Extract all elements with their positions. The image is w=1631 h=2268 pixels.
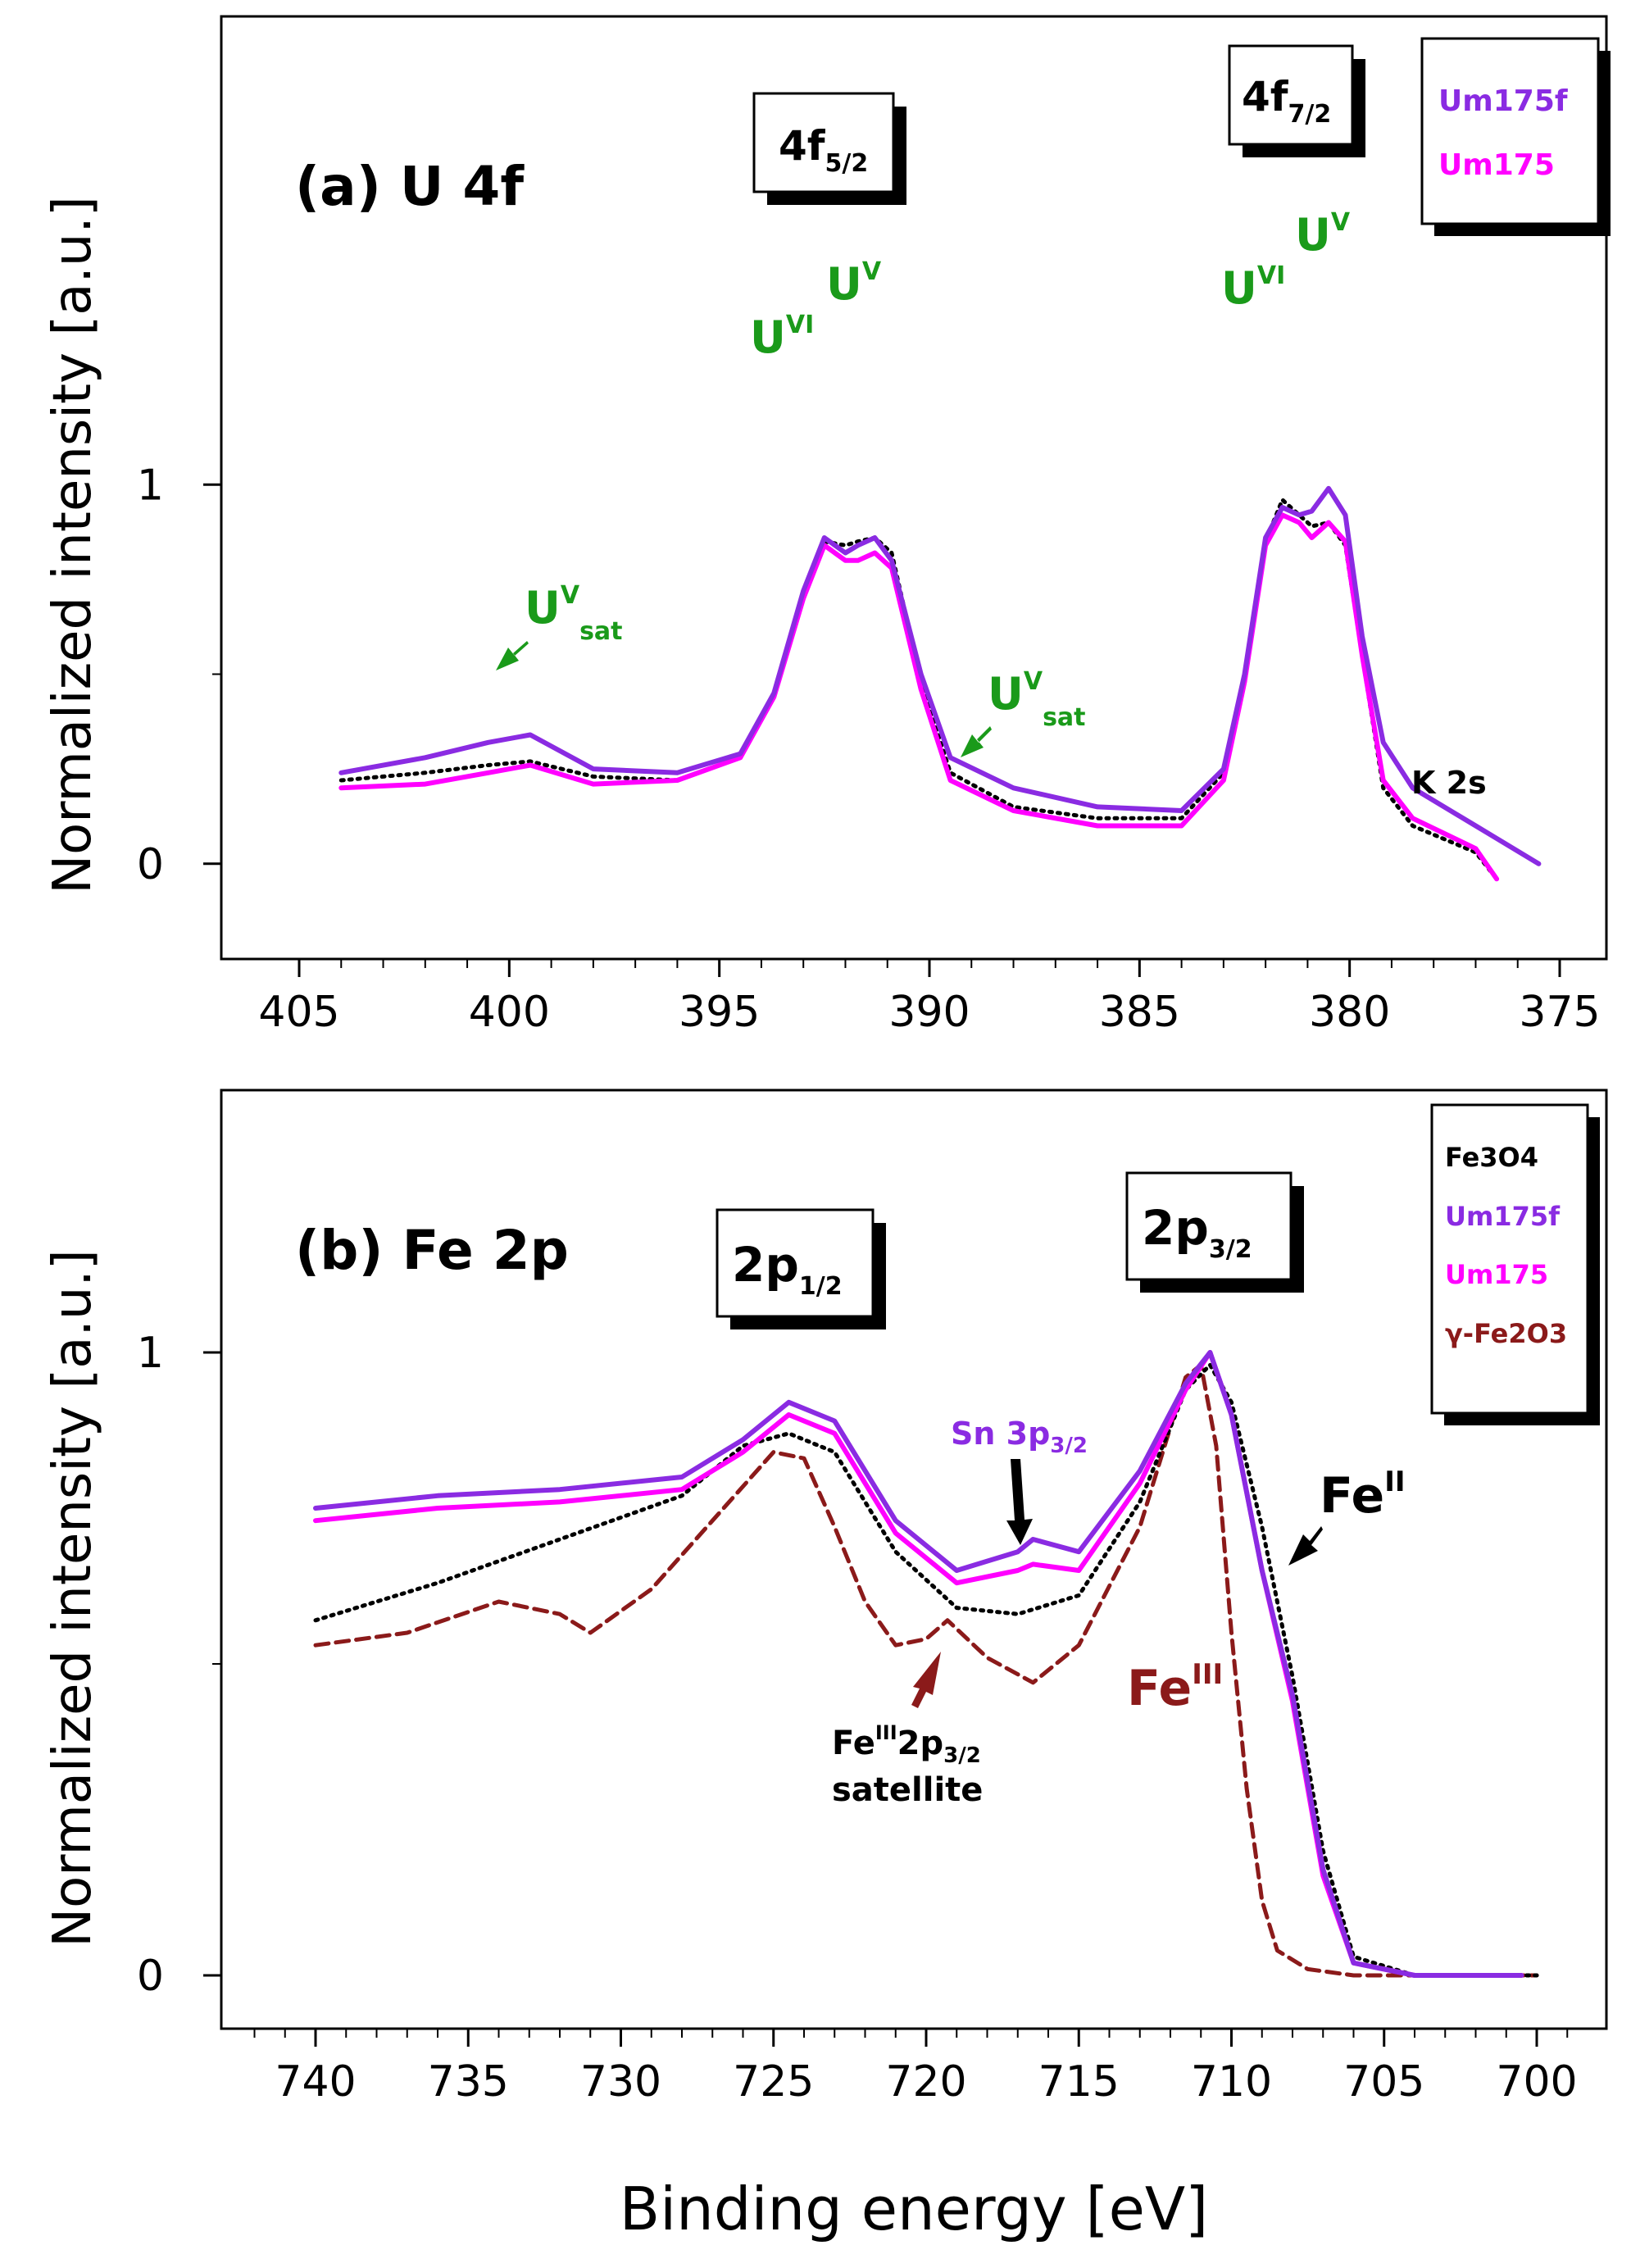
panel-a-label: (a) U 4f <box>295 155 525 218</box>
panel-a-series <box>338 485 1542 882</box>
panel-a: 405 400 395 390 385 380 375 01 (a) U 4f Normal… <box>43 15 1611 1037</box>
x-axis-label: Binding energy [eV] <box>620 2175 1208 2243</box>
series-reference <box>338 498 1499 881</box>
y-tick-label: 0 <box>137 840 164 889</box>
annotation-satellite-line1: FeIII2p3/2 <box>832 1721 981 1768</box>
series-fe2o3 <box>313 1362 1539 1978</box>
x-tick-label: 405 <box>258 988 339 1037</box>
panel-b-series <box>313 1350 1539 1978</box>
legend-b-fe3o4: Fe3O4 <box>1445 1142 1538 1173</box>
panel-b-legend: Fe3O4 Um175f Um175 γ-Fe2O3 <box>1430 1103 1600 1425</box>
panel-b-x-axis: 740 735 730 725 720 715 710 705 700 <box>253 2029 1578 2107</box>
x-tick-label: 385 <box>1099 988 1180 1037</box>
arrow-sat-2 <box>961 726 992 757</box>
x-tick-label: 725 <box>733 2057 814 2107</box>
annotation-uv-2: UV <box>1295 208 1351 261</box>
x-tick-label: 380 <box>1309 988 1390 1037</box>
panel-b-y-label: Normalized intensity [a.u.] <box>43 1249 103 1948</box>
legend-b-um175: Um175 <box>1445 1259 1548 1290</box>
x-tick-label: 705 <box>1343 2057 1424 2107</box>
y-tick-label: 1 <box>137 461 164 510</box>
annotation-uvi-1: UVI <box>750 311 814 363</box>
panel-a-y-label: Normalized intensity [a.u.] <box>43 196 103 894</box>
panel-a-legend: Um175f Um175 <box>1420 37 1611 236</box>
x-tick-label: 395 <box>679 988 760 1037</box>
peak-box-2p12-sub: 1/2 <box>799 1272 843 1301</box>
panel-a-y-axis: 01 <box>137 461 221 889</box>
arrow-feii <box>1288 1526 1323 1566</box>
annotation-sn: Sn 3p3/2 <box>951 1416 1088 1458</box>
svg-text:4f7/2: 4f7/2 <box>1242 73 1331 129</box>
x-tick-label: 390 <box>888 988 970 1037</box>
arrow-sn <box>1006 1459 1033 1545</box>
annotation-k2s: K 2s <box>1411 765 1487 801</box>
x-tick-label: 740 <box>275 2057 356 2107</box>
peak-box-2p32-main: 2p <box>1142 1200 1209 1256</box>
svg-text:2p3/2: 2p3/2 <box>1142 1200 1252 1264</box>
annotation-uv-sat-1: UVsat <box>525 581 623 646</box>
panel-b: 740 735 730 725 720 715 710 705 700 01 (b) Fe 2p… <box>43 1089 1608 2243</box>
x-tick-label: 730 <box>580 2057 661 2107</box>
annotation-feiii: FeIII <box>1127 1658 1223 1717</box>
peak-box-4f52-sub: 5/2 <box>825 149 869 178</box>
annotation-uv-1: UV <box>826 257 882 310</box>
panel-a-frame <box>220 15 1608 961</box>
panel-b-label: (b) Fe 2p <box>295 1219 569 1282</box>
legend-b-gfe2o3: γ-Fe2O3 <box>1445 1318 1567 1349</box>
annotation-satellite-line2: satellite <box>832 1771 983 1809</box>
panel-b-y-axis: 01 <box>137 1329 221 2001</box>
annotation-uvi-2: UVI <box>1221 261 1285 314</box>
peak-box-4f72: 4f7/2 <box>1228 44 1365 157</box>
series-um175f <box>313 1350 1524 1978</box>
legend-a-um175: Um175 <box>1438 148 1555 182</box>
x-tick-label: 700 <box>1496 2057 1577 2107</box>
x-tick-label: 715 <box>1038 2057 1120 2107</box>
peak-box-2p12-main: 2p <box>732 1237 799 1293</box>
sat-arrows <box>496 641 992 757</box>
legend-b-um175f: Um175f <box>1445 1201 1561 1232</box>
x-tick-label: 735 <box>428 2057 509 2107</box>
panel-a-x-axis: 405 400 395 390 385 380 375 <box>258 959 1601 1037</box>
annotation-uv-sat-2: UVsat <box>988 667 1086 732</box>
peak-box-2p32: 2p3/2 <box>1125 1171 1304 1293</box>
peak-box-2p32-sub: 3/2 <box>1209 1235 1252 1264</box>
arrow-satellite <box>911 1652 941 1708</box>
peak-box-2p12: 2p1/2 <box>716 1208 886 1329</box>
arrow-sat-1 <box>496 641 529 670</box>
legend-a-um175f: Um175f <box>1438 84 1568 118</box>
series-um175f <box>338 485 1542 866</box>
x-tick-label: 720 <box>885 2057 966 2107</box>
x-tick-label: 375 <box>1519 988 1600 1037</box>
series-um175 <box>338 512 1500 882</box>
x-tick-label: 710 <box>1191 2057 1272 2107</box>
panel-b-frame <box>220 1089 1608 2030</box>
y-tick-label: 0 <box>137 1952 164 2001</box>
peak-box-4f52-main: 4f <box>779 122 826 170</box>
peak-box-4f52: 4f5/2 <box>752 92 906 205</box>
y-tick-label: 1 <box>137 1329 164 1378</box>
peak-box-4f72-main: 4f <box>1242 73 1289 120</box>
svg-text:2p1/2: 2p1/2 <box>732 1237 843 1301</box>
x-tick-label: 400 <box>469 988 550 1037</box>
svg-text:4f5/2: 4f5/2 <box>779 122 868 178</box>
peak-box-4f72-sub: 7/2 <box>1288 100 1332 129</box>
annotation-feii: FeII <box>1320 1466 1406 1525</box>
